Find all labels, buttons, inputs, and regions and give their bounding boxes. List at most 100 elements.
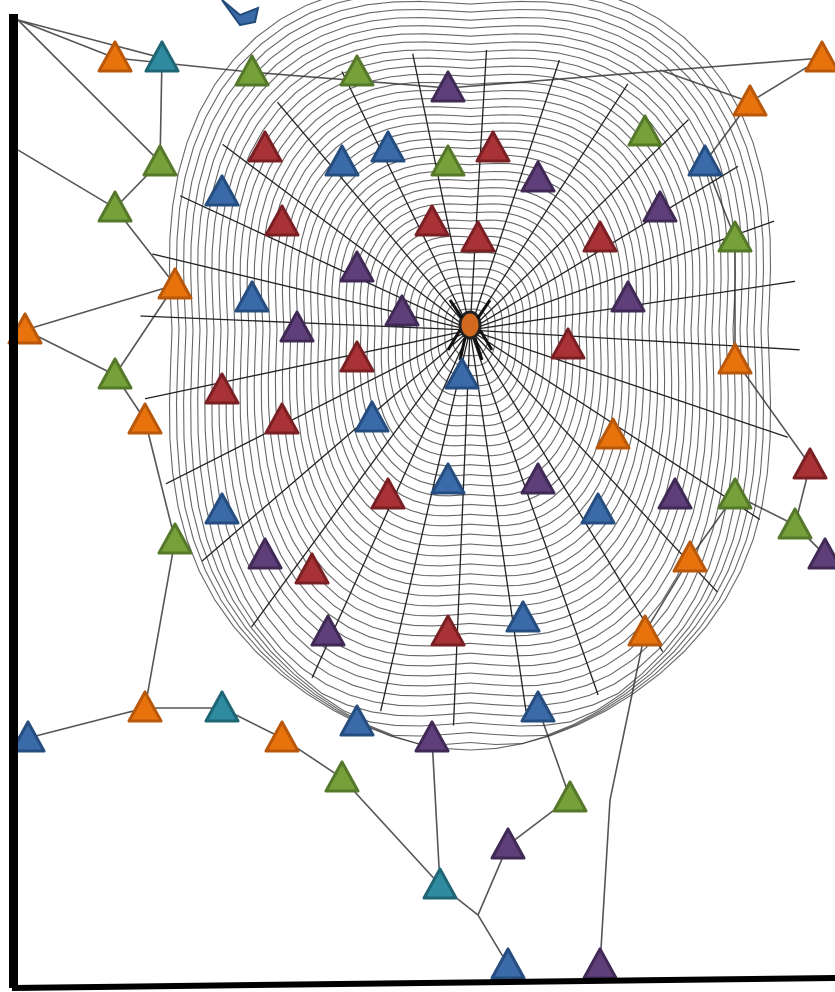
triangle-piece[interactable]	[204, 492, 240, 525]
triangle-piece[interactable]	[204, 372, 240, 405]
triangle-piece[interactable]	[520, 690, 556, 723]
triangle-piece[interactable]	[234, 280, 270, 313]
triangle-piece[interactable]	[804, 40, 835, 73]
web-ring	[380, 227, 560, 457]
thread	[17, 19, 163, 59]
triangle-piece[interactable]	[807, 537, 835, 570]
triangle-piece[interactable]	[490, 827, 526, 860]
triangle-piece[interactable]	[430, 614, 466, 647]
triangle-piece[interactable]	[672, 540, 708, 573]
triangle-piece[interactable]	[97, 357, 133, 390]
triangle-piece[interactable]	[97, 190, 133, 223]
triangle-piece[interactable]	[422, 867, 458, 900]
triangle-piece[interactable]	[279, 310, 315, 343]
web-ring	[401, 251, 539, 427]
thread	[537, 707, 571, 799]
triangle-piece[interactable]	[610, 280, 646, 313]
triangle-piece[interactable]	[430, 144, 466, 177]
triangle-piece[interactable]	[264, 720, 300, 753]
web-radial	[276, 101, 471, 331]
triangle-piece[interactable]	[520, 160, 556, 193]
triangle-piece[interactable]	[717, 220, 753, 253]
triangle-piece[interactable]	[687, 144, 723, 177]
web	[140, 0, 800, 751]
triangle-piece[interactable]	[550, 327, 586, 360]
triangle-piece[interactable]	[430, 462, 466, 495]
triangle-piece[interactable]	[384, 294, 420, 327]
web-ring	[366, 211, 574, 477]
thread	[447, 57, 823, 89]
triangle-piece[interactable]	[444, 357, 480, 390]
thread	[24, 284, 176, 331]
web-ring	[211, 33, 729, 697]
triangle-piece[interactable]	[642, 190, 678, 223]
triangle-piece[interactable]	[10, 720, 46, 753]
web-ring	[225, 49, 715, 677]
triangle-piece[interactable]	[127, 402, 163, 435]
web-ring	[281, 114, 659, 597]
thread	[24, 329, 116, 376]
triangle-piece[interactable]	[157, 267, 193, 300]
thread	[17, 149, 116, 209]
web-radial	[412, 53, 471, 331]
triangle-piece[interactable]	[310, 614, 346, 647]
web-ring	[324, 162, 616, 537]
triangle-piece[interactable]	[552, 780, 588, 813]
triangles	[7, 40, 835, 980]
triangle-piece[interactable]	[595, 417, 631, 450]
web-ring	[175, 0, 765, 746]
triangle-piece[interactable]	[732, 84, 768, 117]
triangle-piece[interactable]	[234, 54, 270, 87]
triangle-piece[interactable]	[370, 477, 406, 510]
web-radial	[469, 329, 528, 721]
triangle-piece[interactable]	[475, 130, 511, 163]
triangle-piece[interactable]	[97, 40, 133, 73]
web-ring	[387, 235, 553, 447]
triangle-piece[interactable]	[717, 477, 753, 510]
web-ring	[168, 0, 772, 751]
triangle-piece[interactable]	[144, 40, 180, 73]
web-radial	[469, 119, 689, 331]
triangle-piece[interactable]	[582, 220, 618, 253]
triangle-piece[interactable]	[339, 340, 375, 373]
triangle-piece[interactable]	[247, 130, 283, 163]
triangle-piece[interactable]	[580, 492, 616, 525]
web-radial	[469, 329, 800, 351]
triangle-piece[interactable]	[294, 552, 330, 585]
triangle-piece[interactable]	[157, 522, 193, 555]
triangle-piece[interactable]	[264, 402, 300, 435]
triangle-piece[interactable]	[627, 114, 663, 147]
triangle-piece[interactable]	[430, 70, 466, 103]
triangle-piece[interactable]	[414, 204, 450, 237]
triangle-piece[interactable]	[792, 447, 828, 480]
triangle-piece[interactable]	[717, 342, 753, 375]
triangle-piece[interactable]	[370, 130, 406, 163]
triangle-piece[interactable]	[324, 760, 360, 793]
triangle-piece[interactable]	[264, 204, 300, 237]
triangle-piece[interactable]	[354, 400, 390, 433]
triangle-piece[interactable]	[520, 462, 556, 495]
triangle-piece[interactable]	[127, 690, 163, 723]
triangle-piece[interactable]	[460, 220, 496, 253]
triangle-piece[interactable]	[142, 144, 178, 177]
triangle-piece[interactable]	[339, 704, 375, 737]
web-ring	[408, 260, 532, 417]
triangle-piece[interactable]	[627, 614, 663, 647]
web-ring	[317, 154, 623, 547]
triangle-piece[interactable]	[414, 720, 450, 753]
web-radial	[469, 329, 599, 696]
web-radial	[222, 143, 471, 331]
triangle-piece[interactable]	[204, 690, 240, 723]
triangle-piece[interactable]	[505, 600, 541, 633]
web-radial	[452, 329, 471, 726]
web-radial	[469, 329, 664, 652]
triangle-piece[interactable]	[657, 477, 693, 510]
triangle-piece[interactable]	[247, 537, 283, 570]
triangle-piece[interactable]	[204, 174, 240, 207]
triangle-piece[interactable]	[339, 250, 375, 283]
triangle-piece[interactable]	[490, 947, 526, 980]
web-radial	[469, 329, 788, 438]
triangle-piece[interactable]	[339, 54, 375, 87]
triangle-piece[interactable]	[324, 144, 360, 177]
triangle-piece[interactable]	[777, 507, 813, 540]
